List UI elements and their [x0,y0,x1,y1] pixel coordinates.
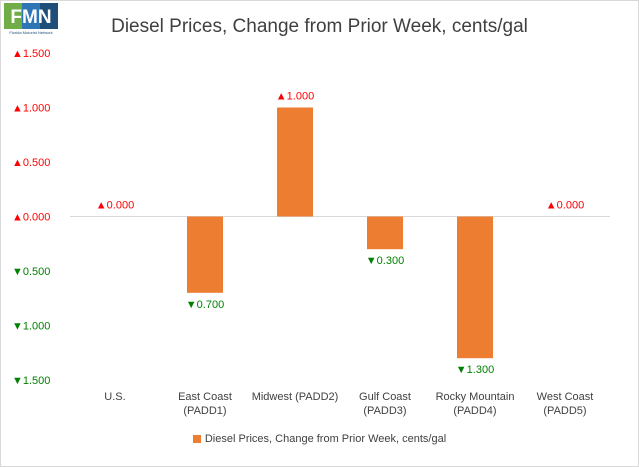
y-tick-label: ▲0.000 [12,212,50,224]
y-tick-label: ▼1.500 [12,375,50,387]
y-tick-label: ▲1.000 [12,103,50,115]
data-label: ▼0.300 [366,255,404,267]
y-tick-label: ▼1.000 [12,321,50,333]
category-label: East Coast [178,391,232,403]
chart-title: Diesel Prices, Change from Prior Week, c… [111,16,528,37]
bar [367,216,403,250]
category-label: (PADD5) [543,405,586,417]
category-label: Gulf Coast [359,391,411,403]
category-label: U.S. [104,391,125,403]
category-label: (PADD4) [453,405,496,417]
category-label: Rocky Mountain [436,391,515,403]
data-label: ▼1.300 [456,364,494,376]
data-label: ▲1.000 [276,91,314,103]
data-label: ▲0.000 [546,200,584,212]
category-label: Midwest (PADD2) [252,391,339,403]
data-label: ▲0.000 [96,200,134,212]
category-label: West Coast [537,391,594,403]
category-label: (PADD1) [183,405,226,417]
legend: Diesel Prices, Change from Prior Week, c… [0,433,639,445]
y-tick-label: ▼0.500 [12,266,50,278]
data-label: ▼0.700 [186,299,224,311]
legend-label: Diesel Prices, Change from Prior Week, c… [204,433,447,445]
category-label: (PADD3) [363,405,406,417]
fmn-logo: FMN Florida Motorist Network [4,3,58,35]
logo-subtext: Florida Motorist Network [9,30,52,35]
bar [277,107,313,217]
logo-text: FMN [10,7,51,28]
bar [457,216,493,359]
y-tick-label: ▲1.500 [12,48,50,60]
y-tick-label: ▲0.500 [12,157,50,169]
legend-swatch [192,435,201,443]
bar [187,216,223,293]
